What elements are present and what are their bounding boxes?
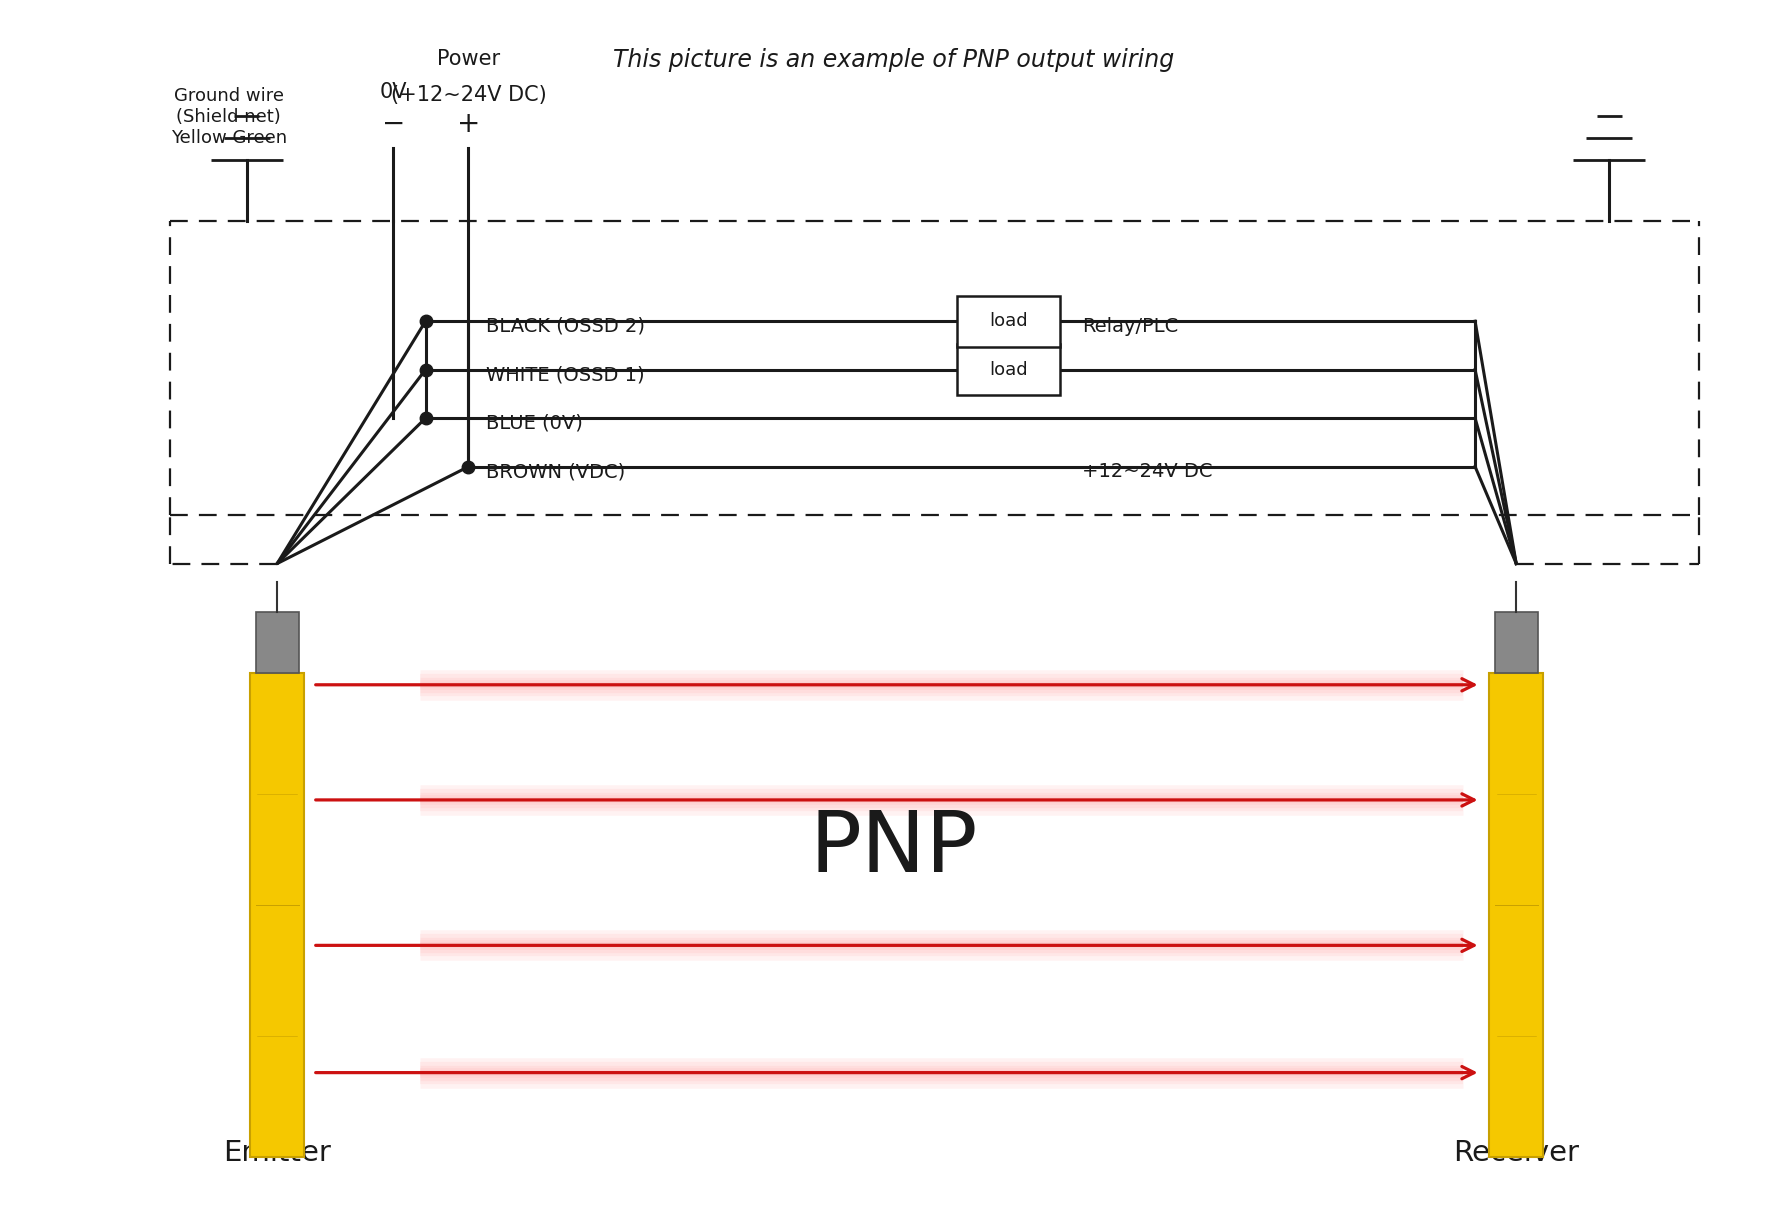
Text: PNP: PNP — [810, 807, 978, 890]
Text: BROWN (VDC): BROWN (VDC) — [486, 462, 626, 481]
Text: +12~24V DC: +12~24V DC — [1082, 462, 1212, 481]
Bar — [256, 612, 299, 673]
Text: Power: Power — [436, 48, 501, 69]
Text: BLUE (0V): BLUE (0V) — [486, 413, 583, 433]
Text: −: − — [381, 110, 406, 138]
Bar — [957, 296, 1060, 347]
Bar — [1495, 612, 1538, 673]
Text: +: + — [456, 110, 481, 138]
Text: load: load — [989, 361, 1028, 378]
Bar — [250, 673, 304, 1157]
Bar — [1489, 673, 1543, 1157]
Text: (+12~24V DC): (+12~24V DC) — [390, 85, 547, 105]
Bar — [957, 344, 1060, 395]
Text: This picture is an example of PNP output wiring: This picture is an example of PNP output… — [613, 48, 1175, 73]
Text: Receiver: Receiver — [1454, 1139, 1579, 1167]
Text: BLACK (OSSD 2): BLACK (OSSD 2) — [486, 316, 645, 336]
Text: WHITE (OSSD 1): WHITE (OSSD 1) — [486, 365, 645, 384]
Text: 0V: 0V — [379, 81, 408, 102]
Text: Ground wire
(Shield net)
Yellow Green: Ground wire (Shield net) Yellow Green — [172, 87, 286, 147]
Text: Relay/PLC: Relay/PLC — [1082, 316, 1178, 336]
Text: Emitter: Emitter — [224, 1139, 331, 1167]
Text: load: load — [989, 313, 1028, 330]
